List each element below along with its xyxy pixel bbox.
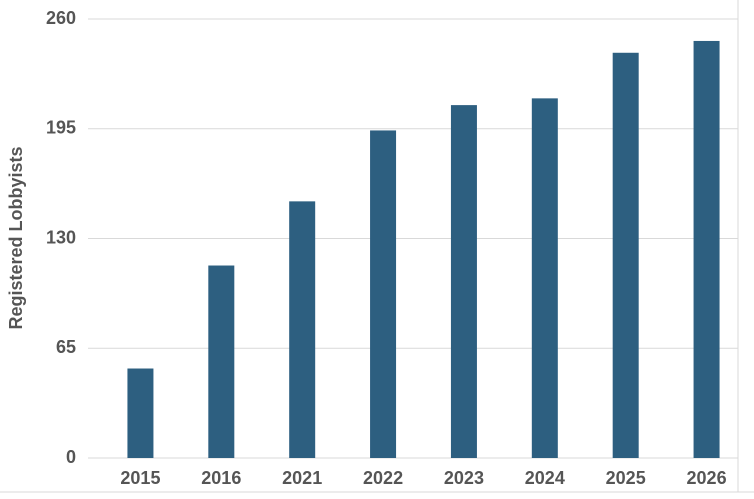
x-tick-label: 2026 xyxy=(687,468,727,488)
bar xyxy=(612,52,639,459)
bar xyxy=(289,201,316,458)
x-tick-label: 2023 xyxy=(444,468,484,488)
y-tick-label: 0 xyxy=(66,447,76,467)
bar xyxy=(693,40,720,458)
x-tick-label: 2021 xyxy=(282,468,322,488)
bar xyxy=(370,130,397,458)
bar xyxy=(450,105,477,458)
x-tick-label: 2025 xyxy=(606,468,646,488)
y-tick-label: 65 xyxy=(56,337,76,357)
x-tick-label: 2016 xyxy=(201,468,241,488)
x-tick-label: 2024 xyxy=(525,468,565,488)
x-tick-label: 2015 xyxy=(120,468,160,488)
bar xyxy=(208,265,235,458)
y-tick-label: 130 xyxy=(46,227,76,247)
bar xyxy=(127,368,154,458)
x-tick-label: 2022 xyxy=(363,468,403,488)
y-axis-label: Registered Lobbyists xyxy=(6,146,26,329)
y-tick-label: 260 xyxy=(46,8,76,28)
bar xyxy=(531,98,558,458)
y-tick-label: 195 xyxy=(46,118,76,138)
